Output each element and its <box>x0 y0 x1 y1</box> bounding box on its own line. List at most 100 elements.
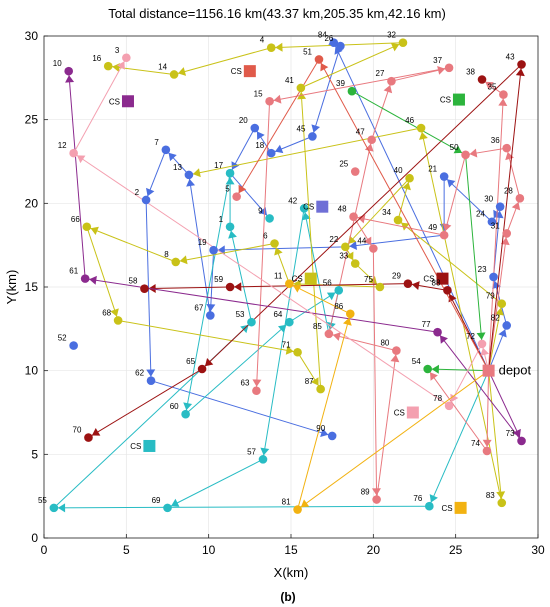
customer-label: 22 <box>329 235 338 244</box>
customer-label: 73 <box>506 429 515 438</box>
route-arrowhead <box>274 144 284 154</box>
customer-node-24 <box>487 217 497 227</box>
route-arrowhead <box>476 332 486 340</box>
route-segment <box>269 67 450 102</box>
route-arrowhead <box>186 178 196 187</box>
route-arrowhead <box>363 236 372 246</box>
route-arrowhead <box>357 214 366 224</box>
y-tick-label: 20 <box>25 196 39 210</box>
customer-label: 86 <box>334 302 343 311</box>
route-segment <box>255 101 271 391</box>
customer-label: 27 <box>376 69 385 78</box>
customer-node-16 <box>103 61 113 71</box>
charging-station-label: CS <box>423 275 434 284</box>
route-arrowhead <box>437 65 446 75</box>
customer-label: 77 <box>422 320 431 329</box>
route-arrowhead <box>411 281 420 290</box>
customer-node-60 <box>181 409 190 419</box>
customer-node-70 <box>84 433 93 442</box>
route-arrowhead <box>439 335 448 344</box>
route-arrowhead <box>480 347 490 356</box>
route-arrowhead <box>450 393 459 403</box>
x-tick-label: 30 <box>531 543 545 557</box>
charging-station-marker <box>121 95 134 108</box>
route-arrowhead <box>65 75 75 83</box>
customer-label: 33 <box>339 252 348 261</box>
route-arrowhead <box>364 143 374 152</box>
route-segment <box>318 59 490 371</box>
customer-node-28 <box>515 194 525 203</box>
customer-node-19 <box>209 245 218 255</box>
route-segment <box>328 139 373 334</box>
customer-node-22 <box>341 242 350 252</box>
customer-node-3 <box>122 53 131 63</box>
route-arrowhead <box>179 255 188 265</box>
route-arrowhead <box>225 177 235 185</box>
customer-label: 1 <box>219 215 224 224</box>
customer-node-4 <box>266 43 276 53</box>
customer-node-2 <box>141 195 151 205</box>
customer-label: 44 <box>357 237 366 246</box>
route-arrowhead <box>238 184 247 194</box>
route-segment <box>167 458 264 509</box>
route-arrowhead <box>511 202 521 211</box>
customer-label: 12 <box>58 141 67 150</box>
route-arrowhead <box>110 308 119 317</box>
customer-node-90 <box>327 431 337 441</box>
charging-station-label: CS <box>130 442 141 451</box>
route-segment <box>345 234 445 248</box>
route-arrowhead <box>275 42 283 52</box>
customer-label: 37 <box>433 56 442 65</box>
route-arrowhead <box>390 354 400 363</box>
route-segment <box>173 47 272 75</box>
route-arrowhead <box>515 68 525 77</box>
route-segment <box>437 331 522 442</box>
customer-node-84 <box>329 38 339 47</box>
route-arrowhead <box>383 84 393 94</box>
customer-label: 25 <box>339 160 348 169</box>
customer-node-31 <box>502 229 512 238</box>
customer-label: 29 <box>392 272 401 281</box>
customer-node-64 <box>285 317 294 327</box>
customer-node-68 <box>113 316 123 325</box>
customer-label: 54 <box>412 357 421 366</box>
customer-node-21 <box>439 172 449 181</box>
customer-node-58 <box>140 284 149 293</box>
route-arrowhead <box>498 329 507 338</box>
route-arrowhead <box>256 131 265 140</box>
customer-label: 7 <box>154 138 159 147</box>
route-arrowhead <box>204 358 214 367</box>
route-arrowhead <box>349 241 357 250</box>
route-arrowhead <box>90 226 99 236</box>
route-arrowhead <box>343 317 352 326</box>
customer-node-49 <box>439 230 449 240</box>
customer-label: 67 <box>194 303 203 312</box>
customer-node-83 <box>497 498 507 508</box>
customer-label: 64 <box>273 310 282 319</box>
route-segment <box>175 243 275 263</box>
route-arrowhead <box>285 345 294 355</box>
route-arrowhead <box>368 276 378 285</box>
customer-node-36 <box>502 143 512 153</box>
charging-station-label: CS <box>231 67 242 76</box>
charging-station-label: CS <box>109 97 120 106</box>
customer-node-11 <box>285 279 294 288</box>
customer-node-65 <box>197 364 207 374</box>
route-arrowhead <box>76 155 86 164</box>
customer-node-35 <box>499 90 508 99</box>
customer-label: 24 <box>476 210 485 219</box>
customer-label: 20 <box>239 116 248 125</box>
route-arrowhead <box>332 332 341 341</box>
customer-node-78 <box>444 401 454 411</box>
route-segment <box>376 350 397 500</box>
charging-station-label: CS <box>440 96 451 105</box>
customer-label: 51 <box>303 47 312 56</box>
route-segment <box>486 370 490 451</box>
y-tick-label: 15 <box>25 280 39 294</box>
route-arrowhead <box>482 439 492 447</box>
route-segment <box>488 64 523 371</box>
customer-node-38 <box>477 75 487 84</box>
depot-marker <box>482 364 495 377</box>
customer-label: 32 <box>387 31 396 40</box>
